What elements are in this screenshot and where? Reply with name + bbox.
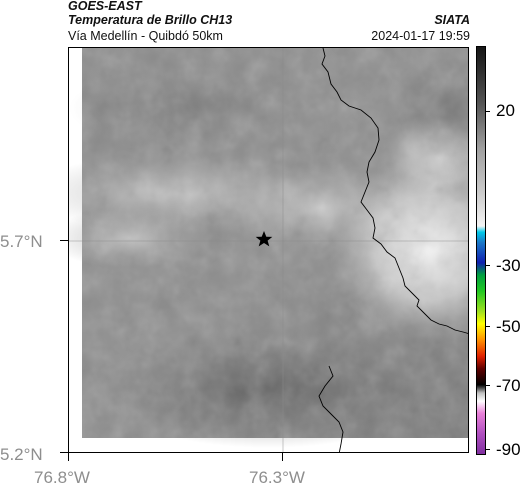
colorbar-tick [485,385,490,386]
colorbar-tick [485,326,490,327]
colorbar-tick [485,265,490,266]
lon-label: 76.8°W [34,468,90,487]
product-title: Temperatura de Brillo CH13 [68,13,233,27]
star-marker [255,231,273,247]
lat-label: 5.2°N [0,445,43,464]
route-label: Vía Medellín - Quibdó 50km [68,29,223,43]
department-boundary [318,48,468,452]
colorbar-label: -50 [496,317,521,336]
lat-label: 5.7°N [0,232,43,251]
lon-tick-mark [68,453,69,461]
satellite-name: GOES-EAST [68,0,142,13]
colorbar-label: -70 [496,376,521,395]
map-gridlines [69,48,468,452]
satellite-map [69,48,468,452]
datetime-label: 2024-01-17 19:59 [371,29,470,43]
colorbar-label: -90 [496,440,521,459]
lat-tick-mark [60,240,68,241]
colorbar-tick [485,449,490,450]
colorbar-tick [485,111,490,112]
colorbar-label: -30 [496,256,521,275]
lon-label: 76.3°W [249,468,305,487]
colorbar-label: 20 [496,101,515,120]
lon-tick-mark [282,453,283,461]
lat-tick-mark [60,452,68,453]
colorbar [476,46,486,455]
map-panel[interactable] [68,47,469,453]
organization-label: SIATA [434,13,470,27]
satellite-imagery [69,48,468,448]
